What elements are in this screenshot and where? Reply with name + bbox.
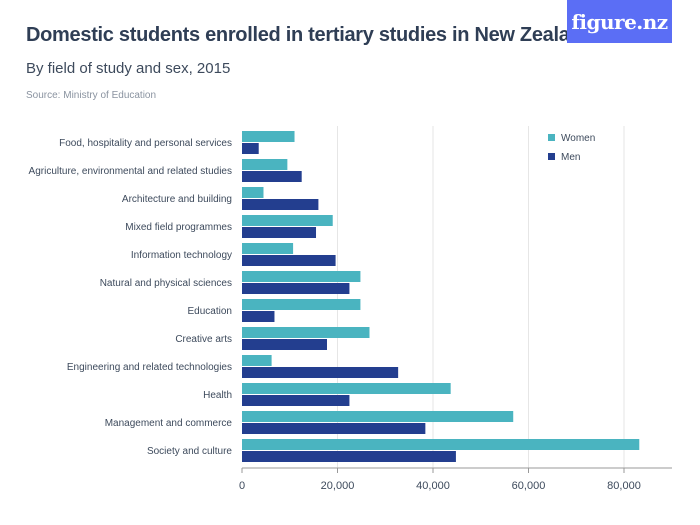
- legend-label: Women: [561, 133, 595, 144]
- x-tick-label: 0: [239, 480, 245, 492]
- bar-women: [242, 327, 370, 338]
- bar-men: [242, 311, 275, 322]
- chart-source: Source: Ministry of Education: [26, 90, 157, 101]
- legend-swatch: [548, 134, 555, 141]
- bar-men: [242, 227, 317, 238]
- chart-subtitle: By field of study and sex, 2015: [26, 60, 231, 77]
- bar-women: [242, 271, 361, 282]
- x-tick-label: 60,000: [512, 480, 546, 492]
- bar-women: [242, 383, 451, 394]
- bar-men: [242, 367, 399, 378]
- bar-women: [242, 355, 272, 366]
- bar-women: [242, 187, 264, 198]
- x-tick-label: 80,000: [607, 480, 641, 492]
- category-label: Society and culture: [147, 446, 232, 457]
- bar-men: [242, 255, 336, 266]
- bar-men: [242, 395, 350, 406]
- bar-women: [242, 439, 640, 450]
- x-tick-label: 40,000: [416, 480, 450, 492]
- category-label: Creative arts: [175, 334, 232, 345]
- bar-men: [242, 171, 302, 182]
- legend-swatch: [548, 153, 555, 160]
- category-label: Natural and physical sciences: [100, 278, 232, 289]
- category-label: Food, hospitality and personal services: [59, 138, 232, 149]
- bar-men: [242, 143, 259, 154]
- category-label: Agriculture, environmental and related s…: [29, 166, 232, 177]
- bar-men: [242, 423, 426, 434]
- category-label: Engineering and related technologies: [67, 362, 232, 373]
- category-label: Architecture and building: [122, 194, 232, 205]
- bar-women: [242, 159, 288, 170]
- legend-label: Men: [561, 152, 580, 163]
- category-label: Health: [203, 390, 232, 401]
- bar-men: [242, 451, 456, 462]
- category-label: Mixed field programmes: [125, 222, 232, 233]
- category-label: Management and commerce: [105, 418, 233, 429]
- x-tick-label: 20,000: [321, 480, 355, 492]
- bar-men: [242, 339, 327, 350]
- bar-women: [242, 299, 361, 310]
- bar-women: [242, 243, 294, 254]
- bar-women: [242, 215, 333, 226]
- category-label: Information technology: [131, 250, 232, 261]
- category-label: Education: [188, 306, 232, 317]
- bar-women: [242, 131, 295, 142]
- bar-men: [242, 283, 350, 294]
- figure-nz-logo[interactable]: figure.nz: [567, 0, 672, 43]
- chart-title: Domestic students enrolled in tertiary s…: [26, 24, 594, 46]
- bar-men: [242, 199, 319, 210]
- bar-women: [242, 411, 514, 422]
